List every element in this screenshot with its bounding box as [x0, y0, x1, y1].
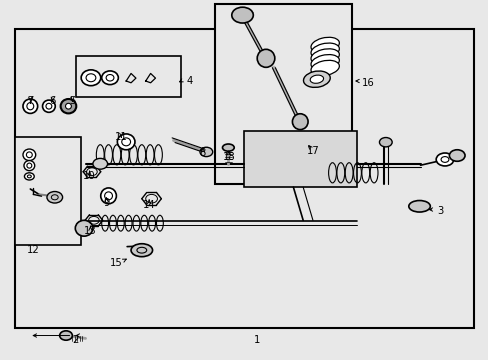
Text: 9: 9	[103, 198, 110, 208]
Ellipse shape	[408, 201, 429, 212]
Ellipse shape	[222, 144, 234, 151]
Ellipse shape	[47, 192, 62, 203]
Text: 3: 3	[437, 206, 443, 216]
Ellipse shape	[24, 173, 34, 180]
Ellipse shape	[61, 99, 76, 113]
Ellipse shape	[42, 100, 55, 112]
Text: 11: 11	[115, 132, 127, 142]
Ellipse shape	[117, 134, 135, 150]
Bar	[15, 29, 473, 328]
Ellipse shape	[75, 220, 93, 236]
Bar	[76, 56, 181, 97]
Bar	[244, 131, 356, 187]
Ellipse shape	[303, 71, 329, 87]
Text: 6: 6	[49, 96, 56, 106]
Ellipse shape	[257, 49, 274, 67]
Ellipse shape	[60, 331, 72, 340]
Text: 15: 15	[110, 258, 122, 268]
Ellipse shape	[23, 99, 38, 113]
Text: 17: 17	[306, 146, 319, 156]
Ellipse shape	[292, 114, 307, 130]
Ellipse shape	[231, 7, 253, 23]
Text: 13: 13	[84, 226, 97, 236]
Ellipse shape	[131, 244, 152, 257]
Text: 8: 8	[200, 148, 205, 158]
Ellipse shape	[101, 188, 116, 204]
Text: 4: 4	[186, 76, 193, 86]
Text: 10: 10	[83, 171, 96, 181]
Ellipse shape	[310, 55, 339, 70]
Bar	[15, 137, 81, 245]
Text: 12: 12	[27, 245, 40, 255]
Ellipse shape	[81, 70, 101, 86]
Ellipse shape	[23, 149, 36, 161]
Text: 14: 14	[142, 200, 155, 210]
Ellipse shape	[310, 60, 339, 76]
Ellipse shape	[310, 49, 339, 64]
Text: 1: 1	[253, 335, 260, 345]
Ellipse shape	[310, 37, 339, 53]
Ellipse shape	[102, 71, 118, 85]
Text: 16: 16	[361, 78, 374, 88]
Text: 2: 2	[72, 335, 79, 345]
Bar	[215, 4, 351, 184]
Ellipse shape	[65, 103, 71, 109]
Ellipse shape	[200, 147, 212, 157]
Ellipse shape	[24, 161, 35, 171]
Text: 7: 7	[27, 96, 34, 106]
Ellipse shape	[310, 43, 339, 58]
Ellipse shape	[309, 75, 323, 83]
Ellipse shape	[379, 138, 391, 147]
Ellipse shape	[435, 153, 453, 166]
Ellipse shape	[93, 158, 107, 169]
Text: 18: 18	[222, 152, 235, 162]
Ellipse shape	[448, 150, 464, 161]
Text: 5: 5	[69, 96, 76, 106]
